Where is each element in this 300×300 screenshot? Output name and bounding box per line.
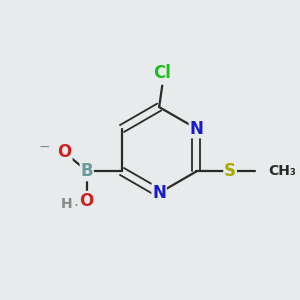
Text: S: S — [224, 163, 236, 181]
Text: N: N — [152, 184, 166, 202]
Text: O: O — [80, 192, 94, 210]
Text: ·: · — [74, 199, 78, 214]
Text: O: O — [58, 142, 72, 160]
Text: CH₃: CH₃ — [268, 164, 296, 178]
Text: N: N — [189, 119, 203, 137]
Text: H: H — [61, 197, 73, 211]
Text: −: − — [39, 140, 50, 154]
Text: Cl: Cl — [153, 64, 171, 82]
Text: B: B — [80, 163, 93, 181]
